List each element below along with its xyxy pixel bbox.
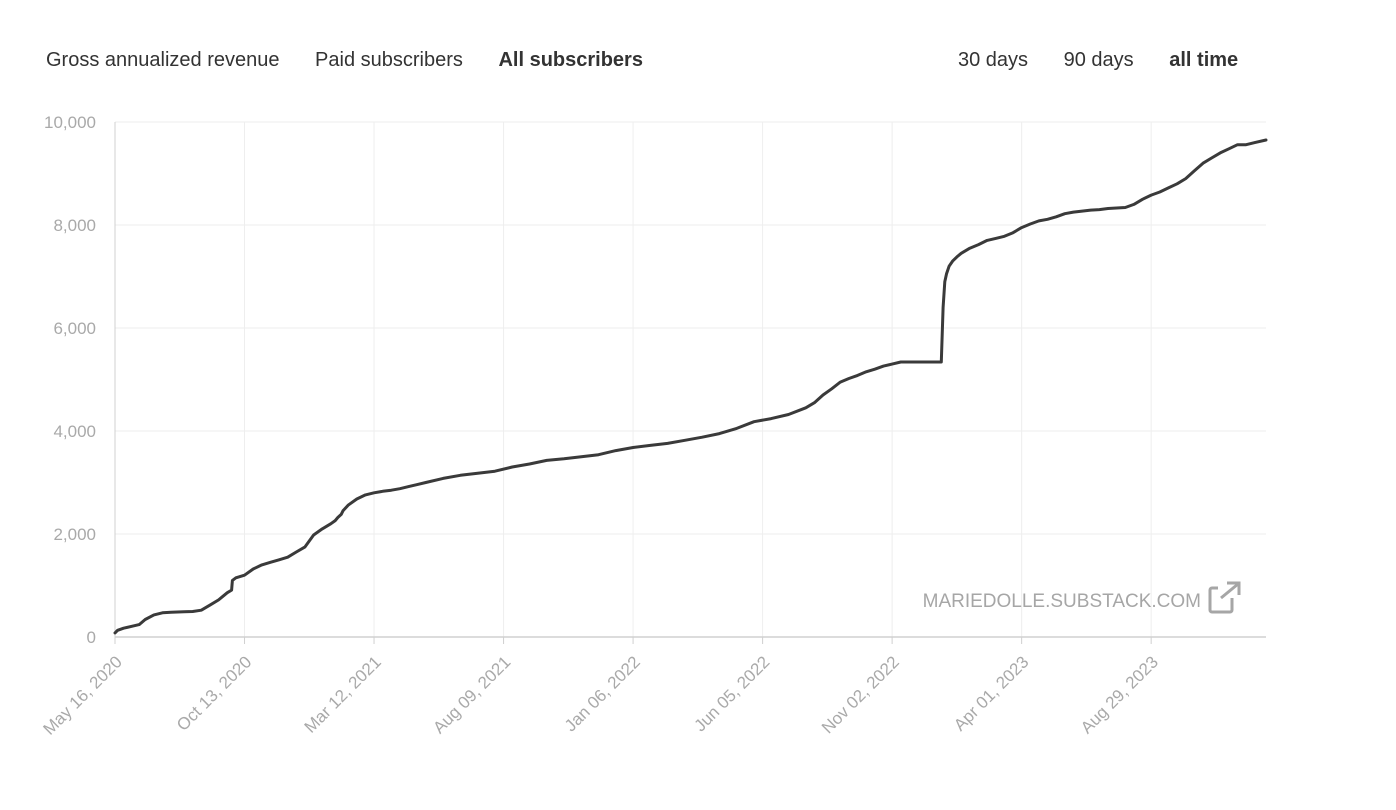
chart-axes: 0 2,000 4,000 6,000 8,000 10,000 May 16, 2020 O… — [40, 113, 1266, 739]
tab-30-days[interactable]: 30 days — [958, 49, 1029, 71]
x-tick-label: Aug 29, 2023 — [1077, 652, 1162, 737]
x-tick-label: Nov 02, 2022 — [818, 652, 903, 737]
chart-grid — [114, 121, 1266, 637]
tab-all-time[interactable]: all time — [1169, 49, 1239, 71]
metric-tabs: Gross annualized revenue Paid subscriber… — [46, 49, 673, 72]
tab-gross-annualized-revenue[interactable]: Gross annualized revenue — [46, 49, 280, 71]
chart-series — [113, 138, 1268, 635]
watermark-text: MARIEDOLLE.SUBSTACK.COM — [923, 591, 1201, 612]
y-tick-label: 6,000 — [53, 319, 96, 338]
x-tick-label: Mar 12, 2021 — [301, 652, 385, 736]
external-link-icon — [1208, 580, 1242, 614]
series-line-all-subscribers — [113, 138, 1268, 635]
x-tick-label: Apr 01, 2023 — [950, 652, 1032, 734]
x-tick-label: May 16, 2020 — [40, 652, 126, 738]
x-tick-label: Jun 05, 2022 — [690, 652, 773, 735]
x-tick-label: Jan 06, 2022 — [561, 652, 644, 735]
range-tabs: 30 days 90 days all time — [958, 49, 1268, 72]
tab-all-subscribers[interactable]: All subscribers — [498, 49, 643, 71]
tab-90-days[interactable]: 90 days — [1063, 49, 1134, 71]
tab-paid-subscribers[interactable]: Paid subscribers — [315, 49, 463, 71]
x-tick-label: Oct 13, 2020 — [173, 652, 255, 734]
y-tick-label: 8,000 — [53, 216, 96, 235]
y-tick-label: 0 — [87, 628, 96, 647]
y-tick-label: 4,000 — [53, 422, 96, 441]
y-tick-label: 10,000 — [44, 113, 96, 132]
watermark-link[interactable]: MARIEDOLLE.SUBSTACK.COM — [923, 580, 1242, 614]
x-tick-label: Aug 09, 2021 — [429, 652, 514, 737]
y-tick-label: 2,000 — [53, 525, 96, 544]
